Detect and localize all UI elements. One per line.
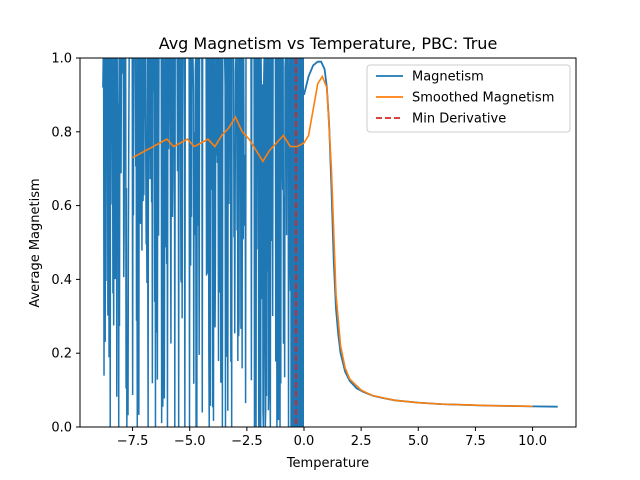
y-axis-title: Average Magnetism	[28, 178, 43, 307]
legend-label: Min Derivative	[412, 112, 506, 127]
legend-entry-smoothed: Smoothed Magnetism	[376, 91, 554, 106]
x-tick-label: −2.5	[231, 434, 263, 449]
y-tick-label: 0.6	[51, 199, 72, 214]
legend-label: Magnetism	[412, 70, 484, 85]
x-axis-title: Temperature	[286, 456, 369, 471]
plot-area	[102, 58, 558, 427]
x-tick-label: −7.5	[117, 434, 149, 449]
smoothed-magnetism-line	[132, 74, 533, 408]
legend-entry-magnetism: Magnetism	[376, 70, 484, 85]
magnetism-noise-line	[102, 58, 304, 427]
magnetism-dense-block	[290, 58, 304, 427]
x-tick-label: 0.0	[294, 434, 315, 449]
y-tick-label: 0.0	[51, 421, 72, 436]
legend: Magnetism Smoothed Magnetism Min Derivativ…	[366, 64, 571, 133]
y-tick-label: 0.8	[51, 125, 72, 140]
legend-label: Smoothed Magnetism	[412, 91, 554, 106]
x-tick-label: −5.0	[174, 434, 206, 449]
x-tick-label: 10.0	[518, 434, 547, 449]
axes: −7.5 −5.0 −2.5 0.0 2.5 5.0 7.5 10.0 0.0 0.2 0.4 0.6…	[51, 52, 577, 449]
chart-title: Avg Magnetism vs Temperature, PBC: True	[159, 34, 498, 53]
axes-frame	[79, 57, 577, 428]
legend-box	[366, 64, 571, 133]
legend-entry-min-derivative: Min Derivative	[376, 112, 506, 127]
x-tick-label: 5.0	[408, 434, 429, 449]
x-tick-label: 7.5	[465, 434, 486, 449]
x-tick-label: 2.5	[351, 434, 372, 449]
y-tick-label: 1.0	[51, 52, 72, 67]
y-tick-label: 0.4	[51, 273, 72, 288]
y-tick-label: 0.2	[51, 347, 72, 362]
